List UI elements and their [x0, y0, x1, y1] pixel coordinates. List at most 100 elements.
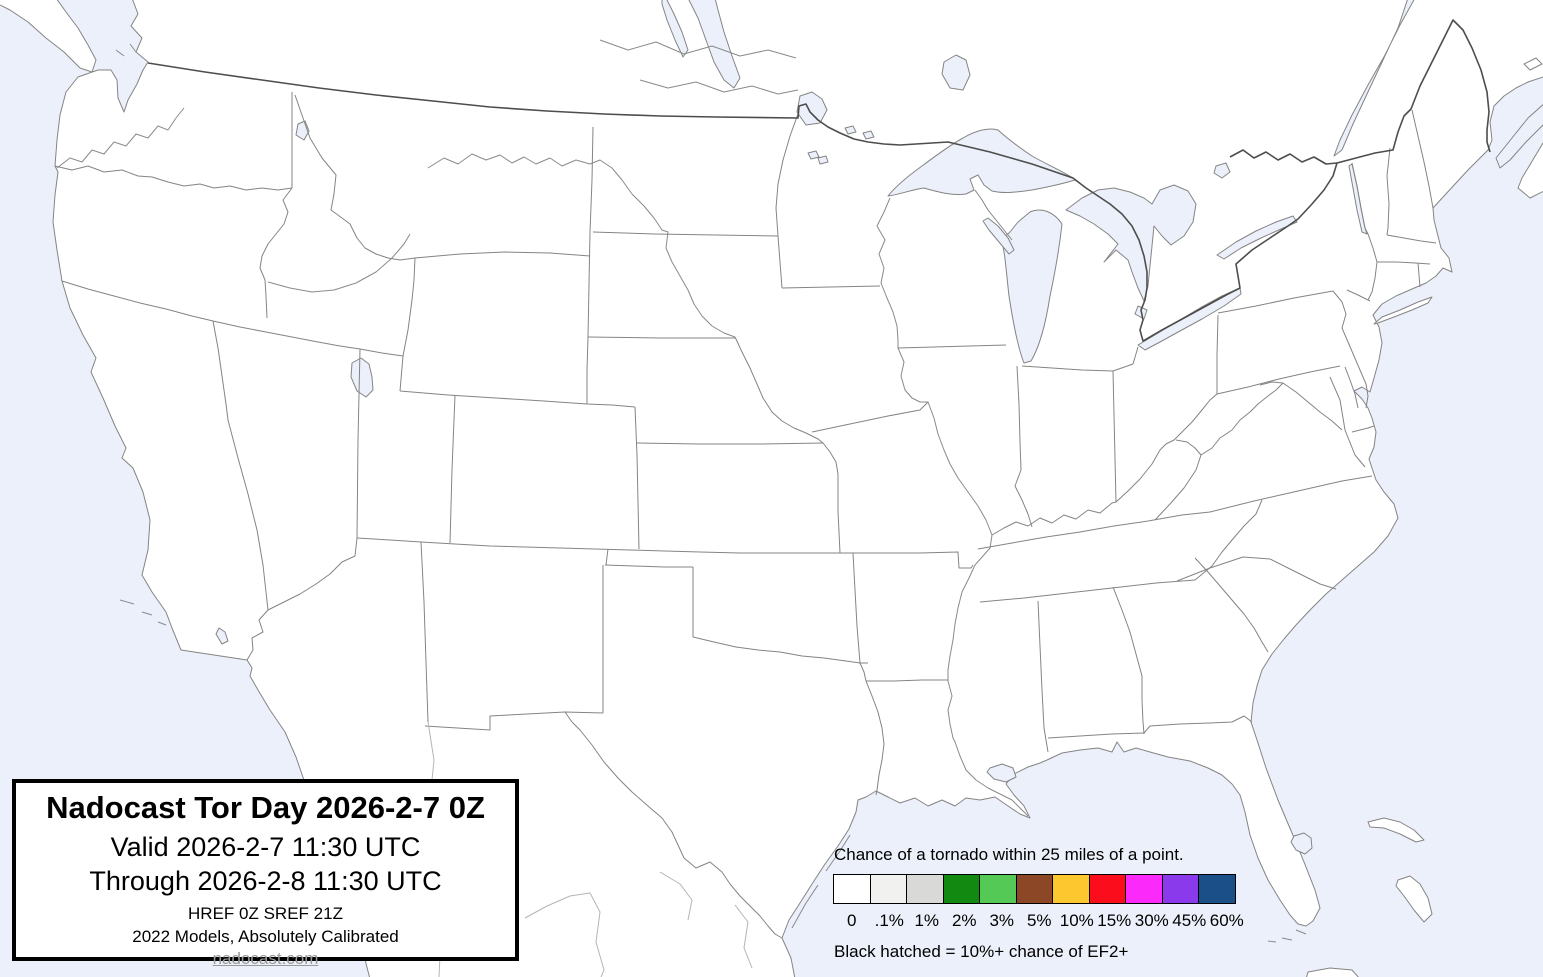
valid-time: Valid 2026-2-7 11:30 UTC [110, 831, 421, 862]
legend-swatch-15% [1088, 874, 1127, 904]
legend-label-10%: 10% [1059, 911, 1094, 930]
legend-label-.1%: .1% [874, 911, 904, 930]
legend-swatch-2% [942, 874, 981, 904]
legend-label-0: 0 [847, 911, 857, 930]
legend-swatch-0 [833, 874, 871, 904]
mn-sd-border [777, 235, 783, 289]
legend-label-3%: 3% [989, 911, 1015, 930]
legend-swatch-5% [1015, 874, 1054, 904]
lake-okeechobee [1290, 832, 1313, 855]
legend-title: Chance of a tornado within 25 miles of a… [834, 845, 1184, 864]
missouri-river-borders [734, 336, 841, 554]
cuba-sliver [1306, 967, 1359, 977]
az-nm-border [420, 541, 429, 723]
de-md-border [1344, 366, 1359, 409]
bay-of-fundy [1495, 103, 1543, 169]
great-salt-lake [350, 357, 374, 398]
mn-ia-border [781, 285, 881, 289]
lake-huron [1065, 184, 1197, 302]
legend-label-row: 0 .1% 1% 2% 3% 5% 10% 15% 30% 45% 60% [833, 911, 1248, 931]
florida-keys [1267, 929, 1307, 943]
ia-mo-border [811, 401, 929, 433]
mississippi-river [876, 197, 1029, 817]
104w-borders [586, 126, 594, 404]
legend-swatch-30% [1125, 874, 1163, 904]
missouri-river [427, 153, 736, 338]
legend-label-1%: 1% [914, 911, 940, 930]
nadocast-link[interactable]: nadocast.com [212, 949, 319, 969]
legend-swatch-1% [906, 874, 944, 904]
37n-borders [356, 537, 853, 554]
al-ga-border [1112, 586, 1145, 735]
potomac-border [1259, 381, 1343, 431]
ny-vt-border [1351, 162, 1369, 235]
ohio-river-borders [991, 393, 1218, 536]
delaware-river-border [1332, 290, 1369, 409]
rio-grande-border [579, 729, 783, 939]
vancouver-island [0, 0, 97, 73]
legend-swatch-3% [979, 874, 1017, 904]
lake-superior [887, 128, 1076, 197]
border-lakes [807, 125, 875, 165]
nm-ok-103w [605, 548, 609, 566]
legend-swatch-row [833, 874, 1248, 904]
ok-tx-panhandle [604, 564, 693, 568]
legend-swatch-60% [1198, 874, 1236, 904]
nd-mn-border [775, 113, 799, 237]
title-box: Nadocast Tor Day 2026-2-7 0Z Valid 2026-… [12, 779, 519, 968]
mt-wy-border [414, 251, 591, 259]
mi-south-border [1021, 346, 1139, 372]
ok-east-border [852, 552, 861, 664]
ar-west-border [859, 662, 867, 682]
legend-label-5%: 5% [1026, 911, 1052, 930]
nh-me-border [1411, 109, 1434, 209]
lake-pontchartrain [986, 763, 1017, 783]
ma-south-border [1377, 261, 1431, 265]
snake-river [267, 233, 411, 293]
bahamas-andros [1395, 875, 1433, 923]
nd-sd-border [592, 231, 779, 237]
42n-borders [61, 280, 404, 357]
pa-ny-border [1217, 290, 1334, 314]
ny-ma-border [1367, 233, 1378, 263]
ca-nv-border [212, 320, 269, 611]
through-time: Through 2026-2-8 11:30 UTC [89, 866, 442, 897]
ga-sc-border [1194, 557, 1269, 653]
ms-al-border [1037, 600, 1049, 753]
lake-winnipeg [688, 0, 741, 89]
channel-islands [119, 599, 167, 626]
tn-south-border [979, 579, 1196, 603]
rivers [56, 39, 1307, 943]
lake-michigan [1000, 209, 1063, 364]
bahamas-north [1367, 817, 1425, 843]
lake-winnipegosis [661, 0, 689, 58]
country-borders [147, 19, 1491, 342]
ky-va-border [1154, 439, 1202, 521]
chesapeake-bay [1329, 376, 1366, 468]
nova-scotia [1517, 142, 1543, 199]
texas-barrier-islands [791, 834, 851, 929]
product-title: Nadocast Tor Day 2026-2-7 0Z [46, 790, 485, 825]
ct-ri-border [1417, 262, 1421, 288]
41n-borders [399, 390, 636, 408]
in-oh-border [1112, 370, 1117, 503]
prince-edward-island [1523, 57, 1543, 71]
vt-nh-border [1386, 147, 1391, 236]
lake-simcoe [1213, 162, 1231, 179]
nv-ut-border [356, 348, 361, 539]
or-id-border [259, 187, 293, 319]
ar-la-border [866, 679, 948, 682]
il-in-border [1014, 365, 1033, 528]
models-line: HREF 0Z SREF 21Z [188, 904, 343, 924]
nm-south-border [424, 711, 604, 731]
id-wy-border [402, 257, 416, 357]
canada-prairie-rivers [599, 39, 799, 95]
ky-tn-va-nc-borders [977, 475, 1373, 550]
nc-sc-border [1176, 556, 1337, 590]
long-island [1373, 296, 1433, 325]
tn-nc-border [1194, 499, 1263, 581]
probability-legend: Chance of a tornado within 25 miles of a… [833, 845, 1248, 962]
salton-sea [215, 627, 229, 645]
